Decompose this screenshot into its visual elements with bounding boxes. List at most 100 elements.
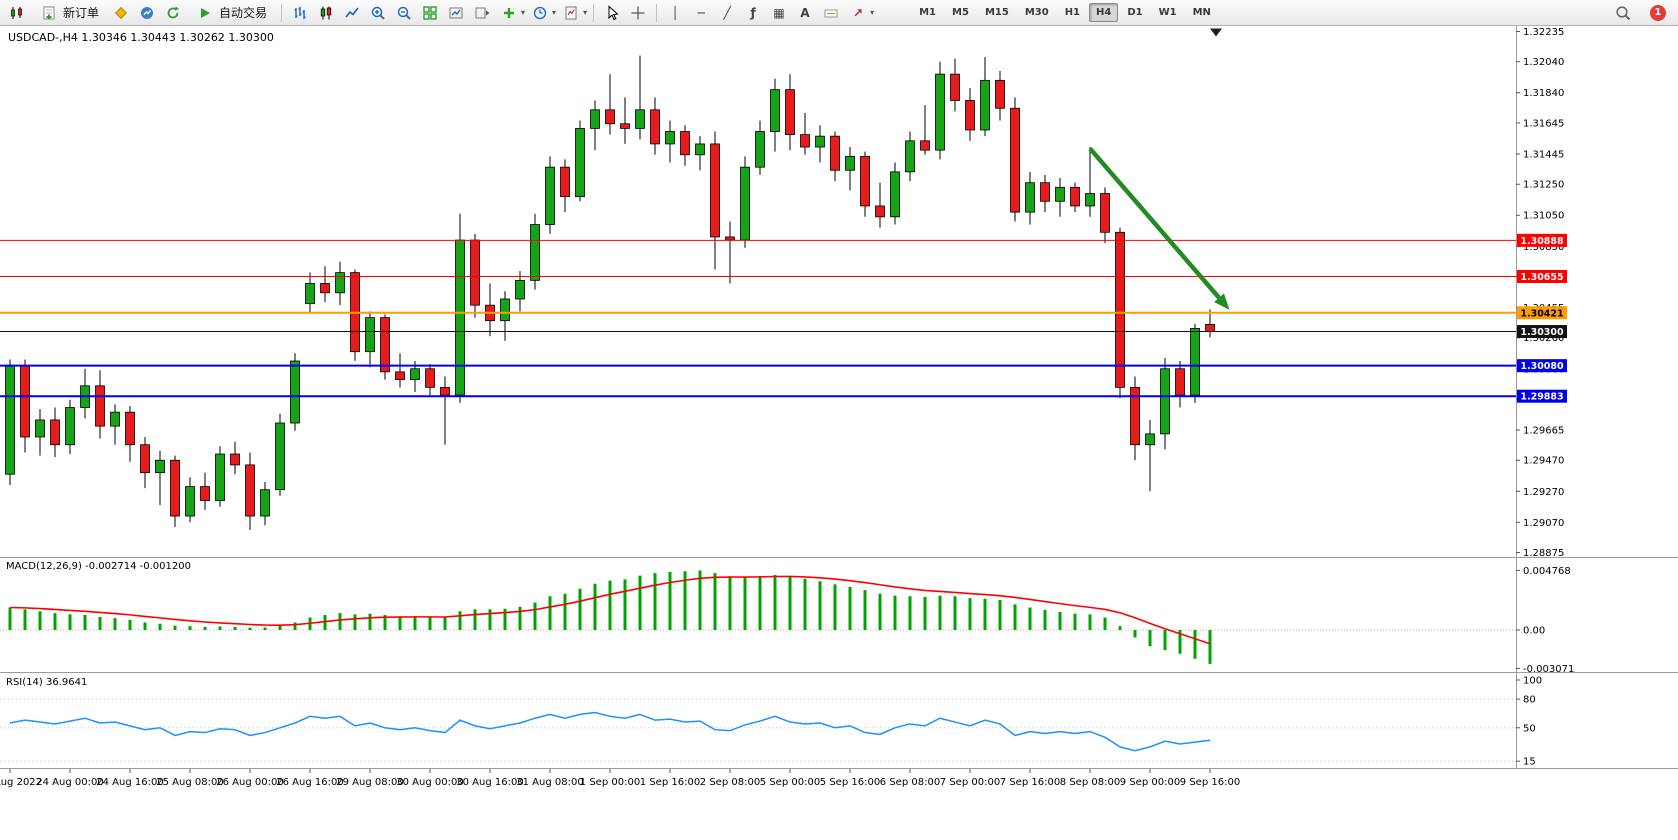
timeframe-button-d1[interactable]: D1 — [1127, 7, 1143, 18]
trend-arrow-head[interactable] — [1214, 293, 1230, 310]
macd-histogram-bar — [563, 593, 567, 630]
macd-histogram-bar — [188, 626, 192, 630]
new-chart-icon[interactable] — [5, 2, 29, 24]
template-group[interactable]: ▾ — [558, 2, 587, 24]
text-label-icon[interactable] — [819, 2, 843, 24]
trendline-icon[interactable]: ╱ — [723, 5, 731, 20]
time-axis-label: 6 Sep 08:00 — [880, 777, 940, 788]
price-badge-label: 1.30655 — [1520, 272, 1563, 283]
template-icon[interactable] — [559, 2, 583, 24]
candle-body — [1100, 193, 1110, 233]
timeframe-button-m1[interactable]: M1 — [919, 7, 937, 18]
macd-histogram-bar — [1073, 613, 1077, 630]
candle-body — [260, 489, 270, 517]
macd-histogram-bar — [1193, 630, 1197, 659]
price-badge — [1517, 359, 1567, 373]
macd-histogram-bar — [1163, 630, 1167, 650]
add-indicator-icon[interactable] — [497, 2, 521, 24]
period-group[interactable]: ▾ — [527, 2, 556, 24]
auto-trading-button[interactable]: 自动交易 — [188, 2, 274, 24]
chart-title: USDCAD-,H4 1.30346 1.30443 1.30262 1.303… — [8, 31, 274, 44]
price-axis-label: 1.28875 — [1523, 548, 1564, 559]
candle-body — [95, 385, 105, 427]
time-axis-label: 1 Sep 16:00 — [640, 777, 700, 788]
macd-histogram-bar — [368, 613, 372, 630]
macd-histogram-bar — [593, 583, 597, 630]
zoom-in-icon[interactable] — [366, 2, 390, 24]
period-clock-icon[interactable] — [528, 2, 552, 24]
notification-badge[interactable]: 1 — [1650, 4, 1666, 21]
candle-body — [620, 123, 630, 129]
macd-axis-label: 0.004768 — [1523, 566, 1571, 577]
price-badge-label: 1.29883 — [1520, 392, 1563, 403]
candle-body — [995, 79, 1005, 109]
line-chart-mode-icon[interactable] — [340, 2, 364, 24]
arrows-tool-icon[interactable]: ↗ — [853, 5, 864, 20]
candle-body — [1145, 433, 1155, 446]
candle-body — [965, 100, 975, 131]
candlestick-mode-icon[interactable] — [314, 2, 338, 24]
arrows-tool-group[interactable]: ↗ ▾ — [845, 2, 874, 24]
candle-body — [1040, 182, 1050, 202]
cursor-icon[interactable] — [600, 2, 624, 24]
candle-body — [50, 419, 60, 446]
macd-histogram-bar — [338, 613, 342, 630]
candle-body — [215, 453, 225, 501]
new-order-label: 新订单 — [63, 6, 100, 20]
horizontal-line-icon[interactable]: ─ — [697, 5, 705, 20]
candle-body — [860, 155, 870, 207]
timeframe-button-h1[interactable]: H1 — [1064, 7, 1081, 18]
candle-body — [710, 143, 720, 238]
candle-body — [440, 386, 450, 396]
macd-histogram-bar — [923, 596, 927, 630]
candle-body — [185, 486, 195, 517]
timeframe-button-m15[interactable]: M15 — [984, 7, 1009, 18]
metaeditor-icon[interactable] — [109, 2, 133, 24]
time-axis-label: 8 Sep 08:00 — [1060, 777, 1120, 788]
price-axis-label: 1.29270 — [1523, 487, 1564, 498]
timeframe-button-m30[interactable]: M30 — [1024, 7, 1049, 18]
candle-body — [635, 109, 645, 129]
timeframe-button-mn[interactable]: MN — [1192, 7, 1211, 18]
macd-histogram-bar — [653, 573, 657, 630]
trend-arrow-line[interactable] — [1088, 147, 1221, 300]
bar-chart-mode-icon[interactable] — [288, 2, 312, 24]
auto-arrange-icon[interactable] — [444, 2, 468, 24]
fibonacci-icon[interactable]: ƒ — [750, 5, 756, 20]
add-indicator-group[interactable]: ▾ — [496, 2, 525, 24]
tile-windows-icon[interactable] — [418, 2, 442, 24]
timeframe-button-w1[interactable]: W1 — [1158, 7, 1177, 18]
scroll-to-end-icon[interactable] — [470, 2, 494, 24]
vertical-line-icon[interactable]: │ — [671, 5, 679, 20]
macd-histogram-bar — [818, 581, 822, 630]
time-axis-label: 9 Sep 16:00 — [1180, 777, 1240, 788]
timeframe-button-m5[interactable]: M5 — [952, 7, 969, 18]
candle-body — [650, 109, 660, 145]
macd-histogram-bar — [113, 618, 117, 630]
new-order-button[interactable]: 新订单 — [32, 2, 106, 24]
text-icon[interactable]: A — [800, 5, 810, 20]
macd-histogram-bar — [158, 623, 162, 630]
candle-body — [320, 283, 330, 294]
price-axis-label: 1.30260 — [1523, 333, 1564, 344]
macd-histogram-bar — [203, 626, 207, 630]
time-axis-label: 2 Sep 08:00 — [700, 777, 760, 788]
search-icon[interactable] — [1611, 2, 1635, 24]
candle-body — [1115, 231, 1125, 388]
timeframe-button-h4[interactable]: H4 — [1089, 3, 1119, 22]
refresh-icon[interactable] — [161, 2, 185, 24]
candle-body — [380, 317, 390, 373]
macd-histogram-bar — [143, 622, 147, 630]
zoom-out-icon[interactable] — [392, 2, 416, 24]
macd-histogram-bar — [968, 598, 972, 630]
rsi-axis-label: 80 — [1523, 695, 1536, 706]
macd-histogram-bar — [23, 609, 27, 630]
macd-histogram-bar — [908, 596, 912, 630]
dropdown-caret-icon: ▾ — [583, 8, 588, 17]
market-watch-icon[interactable] — [135, 2, 159, 24]
shapes-icon[interactable]: ▦ — [773, 5, 785, 20]
macd-histogram-bar — [713, 573, 717, 630]
crosshair-icon[interactable] — [626, 2, 650, 24]
